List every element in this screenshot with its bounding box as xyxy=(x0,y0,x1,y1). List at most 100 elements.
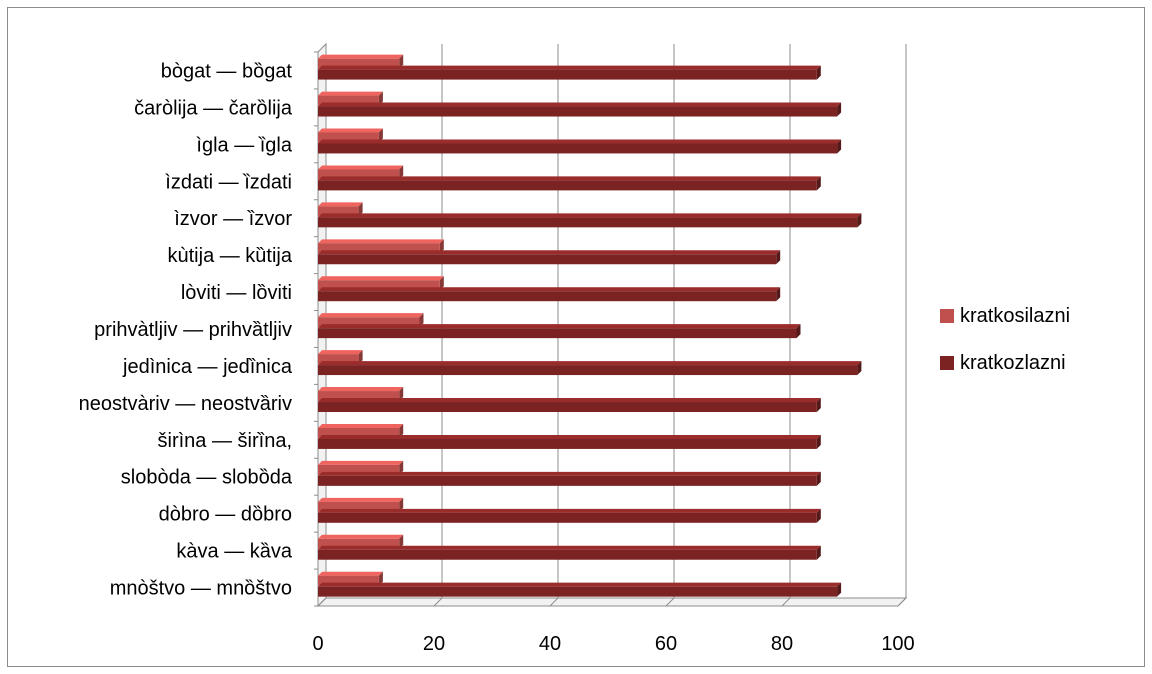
bar-kratkosilazni xyxy=(318,354,359,365)
bar-kratkozlazni-end xyxy=(816,545,821,560)
category-label: prihvàtljiv — prihvȁtljiv xyxy=(94,319,292,341)
bar-kratkosilazni xyxy=(318,169,400,180)
bar-kratkosilazni-end xyxy=(399,534,404,549)
bar-kratkosilazni xyxy=(318,243,440,254)
legend-label-kratkosilazni: kratkosilazni xyxy=(960,305,1070,327)
floor-gridline xyxy=(433,597,443,607)
bar-kratkosilazni xyxy=(318,391,400,402)
bar-kratkozlazni-end xyxy=(857,213,862,228)
bar-kratkosilazni xyxy=(318,427,400,438)
x-tick-label: 20 xyxy=(423,633,445,655)
x-tick-label: 100 xyxy=(881,633,914,655)
bar-kratkozlazni xyxy=(318,106,838,117)
category-label: kùtija — kȕtija xyxy=(168,245,293,267)
floor-gridline xyxy=(317,597,327,607)
bar-kratkozlazni-top xyxy=(318,250,781,255)
bar-kratkosilazni-end xyxy=(399,423,404,438)
bar-kratkosilazni-top xyxy=(318,387,404,392)
bar-kratkosilazni-top xyxy=(318,497,404,502)
bar-kratkozlazni-top xyxy=(318,361,862,366)
bar-kratkosilazni xyxy=(318,317,420,328)
bar-kratkosilazni-top xyxy=(318,460,404,465)
floor xyxy=(316,597,908,607)
bar-kratkosilazni-top xyxy=(318,202,363,207)
bar-kratkozlazni-top xyxy=(318,65,821,70)
bar-kratkozlazni xyxy=(318,475,817,486)
bar-kratkozlazni-end xyxy=(837,102,842,117)
category-label: lòviti — lȍviti xyxy=(181,282,292,304)
bar-kratkosilazni-end xyxy=(419,313,424,328)
floor-gridline xyxy=(665,597,675,607)
bar-kratkozlazni-top xyxy=(318,324,801,329)
x-tick-label: 80 xyxy=(771,633,793,655)
bar-kratkosilazni-end xyxy=(399,165,404,180)
bar-kratkosilazni-end xyxy=(399,497,404,512)
bar-kratkosilazni-end xyxy=(378,571,383,586)
bar-kratkosilazni-end xyxy=(399,387,404,402)
bar-kratkozlazni-top xyxy=(318,287,781,292)
bar-kratkosilazni-end xyxy=(378,128,383,143)
bar-kratkozlazni-end xyxy=(816,176,821,191)
bar-kratkosilazni xyxy=(318,132,379,143)
bar-kratkosilazni-top xyxy=(318,571,383,576)
bar-kratkozlazni xyxy=(318,365,858,376)
bar-kratkozlazni-end xyxy=(776,287,781,302)
bar-kratkosilazni-top xyxy=(318,423,404,428)
x-tick-label: 60 xyxy=(655,633,677,655)
legend-label-kratkozlazni: kratkozlazni xyxy=(960,352,1066,374)
x-tick-label: 0 xyxy=(312,633,323,655)
floor-gridline xyxy=(781,597,791,607)
bar-kratkosilazni-top xyxy=(318,54,404,59)
bar-kratkosilazni-top xyxy=(318,350,363,355)
category-label: kàva — kȁva xyxy=(176,541,292,563)
bar-kratkozlazni-end xyxy=(857,361,862,376)
bar-kratkozlazni xyxy=(318,291,777,302)
bar-kratkosilazni-top xyxy=(318,276,444,281)
bar-kratkosilazni-top xyxy=(318,239,444,244)
bar-kratkozlazni-top xyxy=(318,176,821,181)
category-label: mnòštvo — mnȍštvo xyxy=(110,578,292,600)
category-label: ìgla — ȉgla xyxy=(196,134,292,156)
category-label: slobòda — slobȍda xyxy=(121,467,293,489)
bar-kratkosilazni-end xyxy=(439,239,444,254)
bar-kratkozlazni-top xyxy=(318,102,842,107)
bar-kratkozlazni-end xyxy=(837,139,842,154)
bar-kratkozlazni xyxy=(318,549,817,560)
bar-kratkosilazni xyxy=(318,206,359,217)
bar-kratkozlazni-end xyxy=(816,398,821,412)
bar-kratkozlazni-end xyxy=(837,582,842,597)
bar-kratkosilazni-end xyxy=(378,91,383,106)
category-label: širìna — širȉna, xyxy=(158,430,292,452)
category-label: neostvàriv — neostvȁriv xyxy=(79,393,292,415)
bar-kratkozlazni xyxy=(318,512,817,523)
legend-swatch-kratkozlazni xyxy=(940,356,954,370)
bar-kratkozlazni xyxy=(318,69,817,80)
bar-kratkozlazni xyxy=(318,217,858,228)
bar-kratkozlazni-end xyxy=(816,508,821,523)
bar-kratkosilazni-top xyxy=(318,128,383,133)
bar-kratkozlazni-end xyxy=(816,471,821,486)
bar-kratkosilazni xyxy=(318,464,400,475)
bar-kratkozlazni xyxy=(318,438,817,449)
legend-swatch-kratkosilazni xyxy=(940,309,954,323)
bar-kratkozlazni-top xyxy=(318,508,821,513)
bar-kratkosilazni xyxy=(318,538,400,549)
bar-kratkosilazni xyxy=(318,58,400,69)
bar-kratkozlazni-top xyxy=(318,471,821,476)
bar-kratkosilazni-end xyxy=(439,276,444,291)
category-label: bògat — bȍgat xyxy=(161,60,293,82)
category-label: dòbro — dȍbro xyxy=(159,504,292,526)
floor-gridline xyxy=(897,597,907,607)
bar-kratkozlazni-end xyxy=(816,65,821,80)
bar-kratkozlazni-end xyxy=(816,434,821,449)
bar-kratkosilazni-top xyxy=(318,165,404,170)
category-label: ìzdati — ȉzdati xyxy=(165,171,292,193)
bar-kratkozlazni-top xyxy=(318,434,821,439)
bar-kratkozlazni-top xyxy=(318,545,821,550)
bar-kratkosilazni xyxy=(318,95,379,106)
bar-kratkozlazni-top xyxy=(318,213,862,218)
bar-kratkozlazni-end xyxy=(796,324,801,339)
bar-kratkosilazni-top xyxy=(318,534,404,539)
bar-kratkosilazni-top xyxy=(318,91,383,96)
